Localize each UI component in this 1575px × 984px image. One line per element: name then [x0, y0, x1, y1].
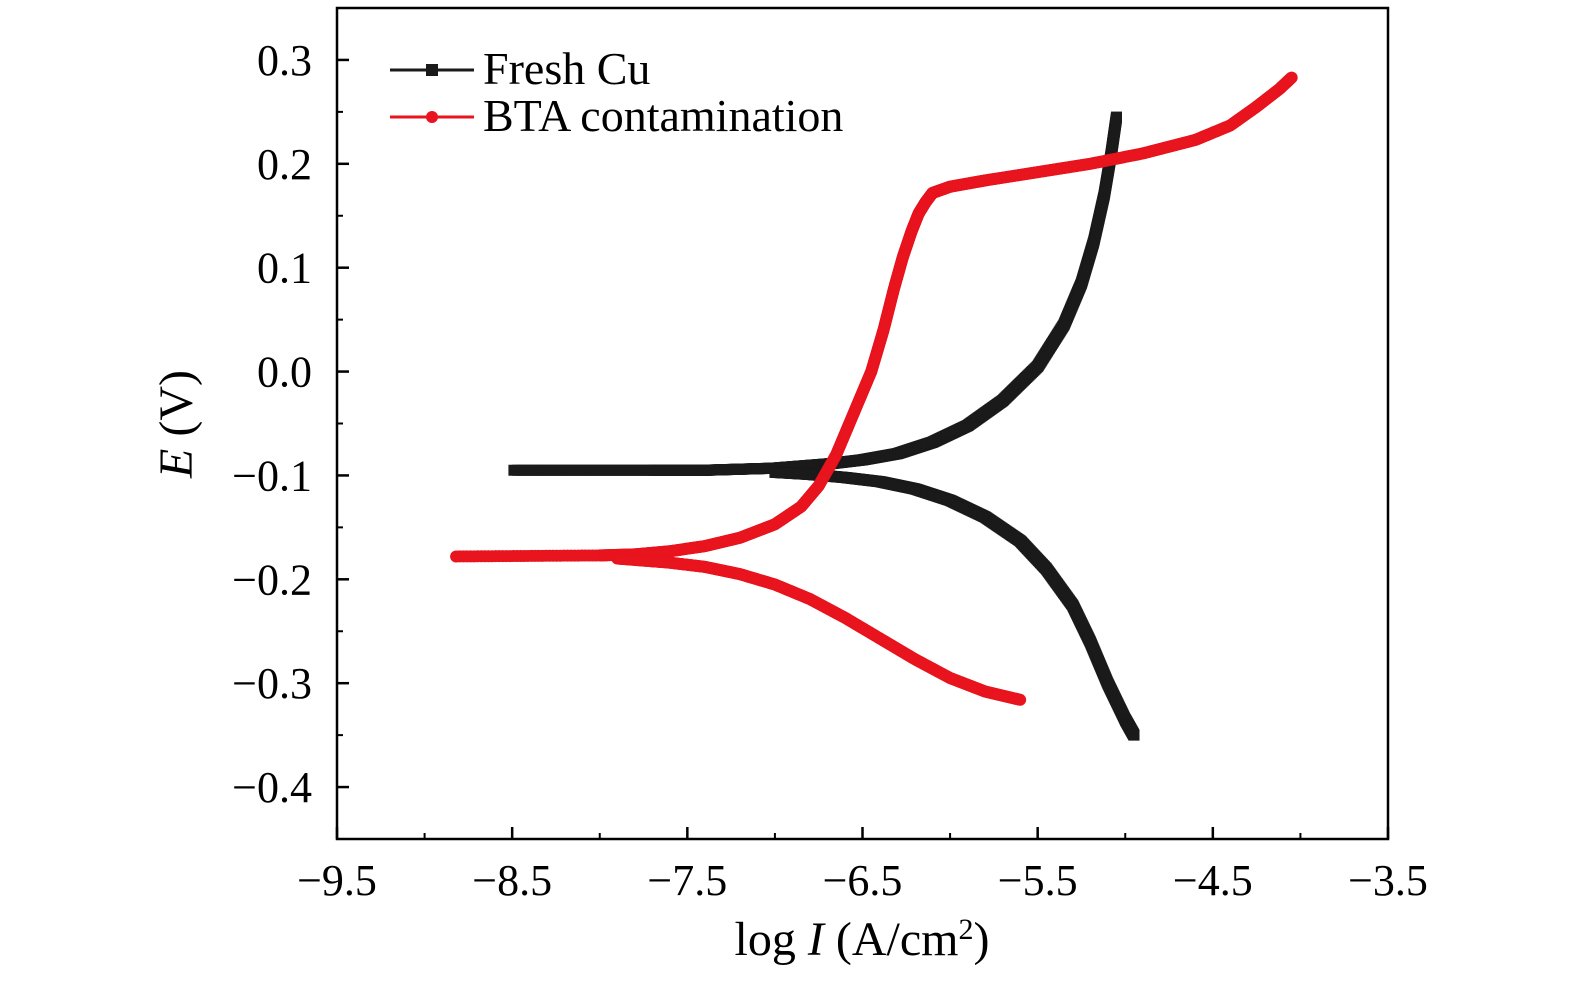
data-point — [1110, 111, 1122, 123]
x-tick-label: −5.5 — [998, 856, 1078, 905]
y-tick-label: −0.1 — [232, 451, 312, 500]
y-tick-label: −0.3 — [232, 659, 312, 708]
legend-label-fresh-cu: Fresh Cu — [483, 43, 650, 94]
data-point — [1014, 693, 1027, 706]
legend: Fresh Cu BTA contamination — [390, 43, 843, 141]
x-tick-label: −6.5 — [823, 856, 903, 905]
data-point — [1285, 71, 1298, 84]
x-tick-label: −3.5 — [1348, 856, 1428, 905]
y-tick-label: 0.1 — [257, 244, 312, 293]
y-tick-label: −0.2 — [232, 555, 312, 604]
x-tick-label: −9.5 — [297, 856, 377, 905]
y-tick-label: −0.4 — [232, 763, 312, 812]
y-tick-label: 0.3 — [257, 36, 312, 85]
x-axis-label: log I (A/cm2) — [735, 913, 990, 966]
legend-marker-bta-contamination — [426, 111, 438, 123]
y-axis-label: E (V) — [150, 370, 203, 479]
series-fresh-cu — [508, 111, 1140, 741]
legend-marker-fresh-cu — [426, 64, 438, 76]
legend-label-bta-contamination: BTA contamination — [483, 90, 843, 141]
axis-ticks: −9.5 −8.5 −7.5 −6.5 −5.5 −4.5 −3.5 0.3 0.2 0.1 0.0… — [232, 36, 1428, 905]
y-tick-label: 0.2 — [257, 140, 312, 189]
x-tick-label: −4.5 — [1173, 856, 1253, 905]
data-point — [1128, 729, 1140, 741]
y-tick-label: 0.0 — [257, 348, 312, 397]
series-bta-contamination — [450, 71, 1298, 706]
x-tick-label: −7.5 — [647, 856, 727, 905]
x-tick-label: −8.5 — [472, 856, 552, 905]
series-curves — [450, 71, 1298, 741]
